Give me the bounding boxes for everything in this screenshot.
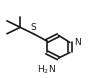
Text: H$_2$N: H$_2$N xyxy=(37,63,56,76)
Text: S: S xyxy=(31,23,36,32)
Text: N: N xyxy=(74,38,81,47)
